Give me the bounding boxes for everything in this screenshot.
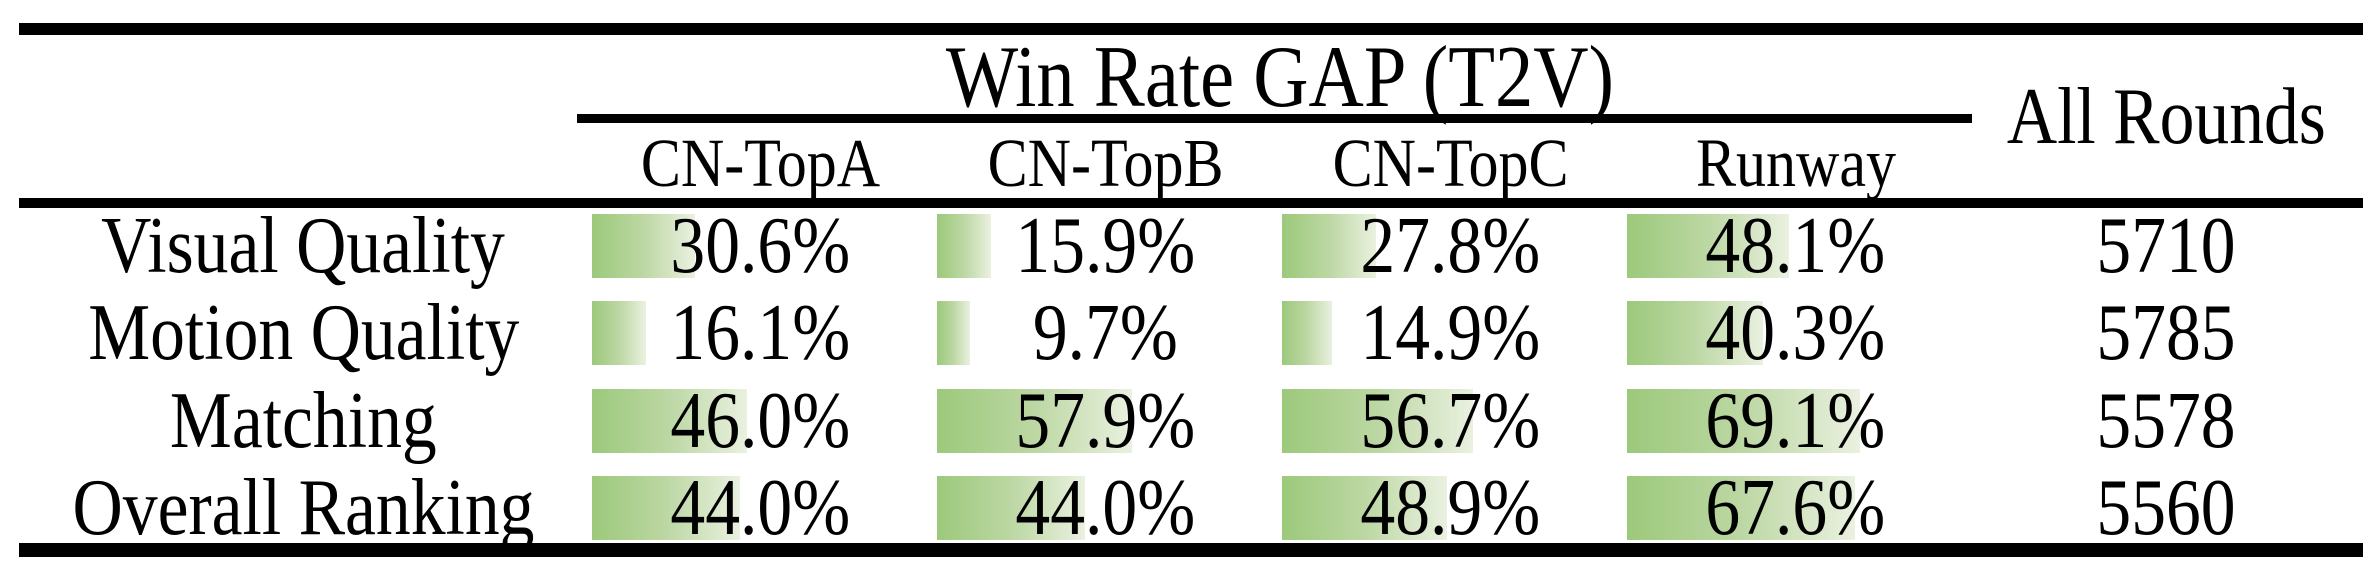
win-rate-value: 9.7% bbox=[1033, 289, 1178, 377]
win-rate-bar bbox=[937, 214, 991, 278]
win-rate-bar bbox=[1282, 301, 1333, 365]
header-bottom-rule bbox=[19, 198, 2363, 208]
row-label-overall-ranking: Overall Ranking bbox=[19, 464, 588, 552]
win-rate-value: 48.1% bbox=[1705, 202, 1886, 290]
win-rate-bar bbox=[592, 301, 647, 365]
win-rate-bar bbox=[1627, 214, 1790, 278]
top-rule bbox=[19, 23, 2363, 35]
win-rate-value: 40.3% bbox=[1705, 289, 1886, 377]
win-rate-cell: 27.8% bbox=[1278, 202, 1623, 290]
win-rate-value: 57.9% bbox=[1015, 377, 1196, 465]
win-rate-cell: 14.9% bbox=[1278, 289, 1623, 377]
row-label-text: Visual Quality bbox=[101, 202, 506, 290]
win-rate-value: 44.0% bbox=[1015, 464, 1196, 552]
column-header-text: CN-TopC bbox=[1332, 124, 1569, 201]
win-rate-cell: 40.3% bbox=[1623, 289, 1968, 377]
win-rate-value: 48.9% bbox=[1360, 464, 1541, 552]
all-rounds-value: 5560 bbox=[1968, 464, 2364, 552]
win-rate-cell: 56.7% bbox=[1278, 377, 1623, 465]
row-label-text: Overall Ranking bbox=[72, 464, 535, 552]
win-rate-cell: 15.9% bbox=[933, 202, 1278, 290]
win-rate-value: 30.6% bbox=[670, 202, 851, 290]
win-rate-value: 15.9% bbox=[1015, 202, 1196, 290]
win-rate-bar bbox=[937, 389, 1133, 453]
win-rate-value: 46.0% bbox=[670, 377, 851, 465]
row-label-motion-quality: Motion Quality bbox=[19, 289, 588, 377]
all-rounds-header-text: All Rounds bbox=[2006, 72, 2326, 161]
table-title-text: Win Rate GAP (T2V) bbox=[945, 29, 1615, 126]
win-rate-cell: 48.9% bbox=[1278, 464, 1623, 552]
all-rounds-value-text: 5560 bbox=[2096, 464, 2236, 552]
win-rate-cell: 16.1% bbox=[588, 289, 933, 377]
win-rate-value: 69.1% bbox=[1705, 377, 1886, 465]
win-rate-cell: 48.1% bbox=[1623, 202, 1968, 290]
win-rate-value: 14.9% bbox=[1360, 289, 1541, 377]
all-rounds-value-text: 5578 bbox=[2096, 377, 2236, 465]
title-underline-rule bbox=[577, 114, 1972, 123]
all-rounds-value-text: 5710 bbox=[2096, 202, 2236, 290]
win-rate-cell: 46.0% bbox=[588, 377, 933, 465]
all-rounds-value: 5578 bbox=[1968, 377, 2364, 465]
win-rate-bar bbox=[1627, 301, 1763, 365]
win-rate-cell: 67.6% bbox=[1623, 464, 1968, 552]
win-rate-bar bbox=[1282, 476, 1447, 540]
table-title: Win Rate GAP (T2V) bbox=[588, 29, 1972, 126]
row-label-visual-quality: Visual Quality bbox=[19, 202, 588, 290]
win-rate-bar bbox=[592, 389, 747, 453]
row-label-text: Matching bbox=[170, 377, 437, 465]
win-rate-bar bbox=[1282, 214, 1376, 278]
win-rate-bar bbox=[937, 301, 970, 365]
column-header-text: CN-TopB bbox=[987, 124, 1224, 201]
win-rate-value: 44.0% bbox=[670, 464, 851, 552]
all-rounds-value-text: 5785 bbox=[2096, 289, 2236, 377]
win-rate-bar bbox=[1627, 389, 1860, 453]
row-label-text: Motion Quality bbox=[87, 289, 520, 377]
win-rate-value: 27.8% bbox=[1360, 202, 1541, 290]
win-rate-value: 67.6% bbox=[1705, 464, 1886, 552]
win-rate-bar bbox=[1627, 476, 1855, 540]
all-rounds-value: 5710 bbox=[1968, 202, 2364, 290]
win-rate-value: 16.1% bbox=[670, 289, 851, 377]
win-rate-cell: 30.6% bbox=[588, 202, 933, 290]
column-header-text: Runway bbox=[1695, 124, 1896, 201]
win-rate-bar bbox=[592, 214, 696, 278]
win-rate-bar bbox=[592, 476, 741, 540]
column-header-runway: Runway bbox=[1623, 125, 1968, 201]
win-rate-cell: 44.0% bbox=[933, 464, 1278, 552]
bottom-rule bbox=[19, 543, 2363, 557]
column-header-cn-topb: CN-TopB bbox=[933, 125, 1278, 201]
win-rate-value: 56.7% bbox=[1360, 377, 1541, 465]
win-rate-cell: 9.7% bbox=[933, 289, 1278, 377]
all-rounds-value: 5785 bbox=[1968, 289, 2364, 377]
column-header-cn-topa: CN-TopA bbox=[588, 125, 933, 201]
win-rate-cell: 69.1% bbox=[1623, 377, 1968, 465]
all-rounds-header: All Rounds bbox=[1968, 35, 2364, 198]
row-label-matching: Matching bbox=[19, 377, 588, 465]
win-rate-bar bbox=[1282, 389, 1474, 453]
win-rate-cell: 44.0% bbox=[588, 464, 933, 552]
column-header-text: CN-TopA bbox=[640, 124, 881, 201]
win-rate-bar bbox=[937, 476, 1086, 540]
win-rate-cell: 57.9% bbox=[933, 377, 1278, 465]
column-header-cn-topc: CN-TopC bbox=[1278, 125, 1623, 201]
